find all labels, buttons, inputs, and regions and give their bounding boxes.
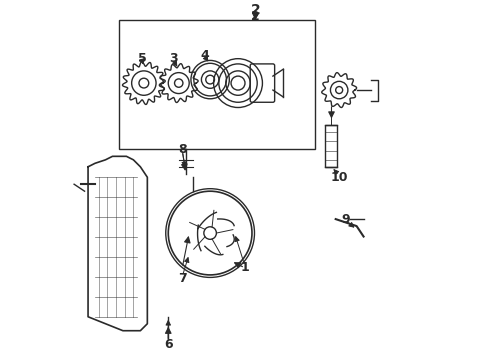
Text: 5: 5	[138, 52, 147, 65]
Text: 7: 7	[178, 272, 187, 285]
Text: 9: 9	[342, 213, 350, 226]
Text: 10: 10	[330, 171, 348, 184]
Text: 6: 6	[164, 338, 172, 351]
Text: 3: 3	[169, 52, 178, 65]
Text: 4: 4	[200, 49, 209, 62]
Bar	[325, 125, 338, 167]
Text: 8: 8	[178, 143, 187, 156]
Bar	[120, 20, 315, 149]
Text: 2: 2	[251, 10, 260, 23]
Text: 2: 2	[250, 3, 260, 17]
Text: 1: 1	[241, 261, 249, 274]
